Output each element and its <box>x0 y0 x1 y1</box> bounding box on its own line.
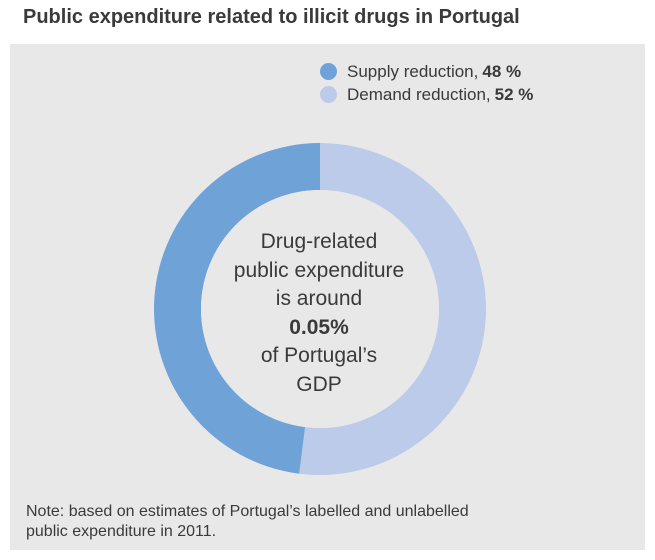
note-line-1: Note: based on estimates of Portugal’s l… <box>26 503 469 520</box>
center-line-1: Drug-related <box>260 230 378 253</box>
chart-title: Public expenditure related to illicit dr… <box>23 6 520 28</box>
center-line-3: is around <box>275 287 363 310</box>
center-line-2: public expenditure <box>233 258 405 282</box>
donut-slice-supply <box>153 143 320 474</box>
donut-center-text: Drug-related public expenditure is aroun… <box>200 228 438 399</box>
chart-legend: Supply reduction, 48 % Demand reduction,… <box>320 60 533 106</box>
chart-note: Note: based on estimates of Portugal’s l… <box>26 502 626 542</box>
donut-slice-demand <box>299 143 486 475</box>
legend-value-demand: 52 % <box>494 84 534 104</box>
legend-label-demand: Demand reduction <box>347 84 486 104</box>
note-line-2: public expenditure in 2011. <box>26 523 217 540</box>
legend-swatch-supply <box>320 63 337 80</box>
donut-hole <box>201 190 439 428</box>
legend-swatch-demand <box>320 86 337 103</box>
legend-label-supply: Supply reduction <box>347 61 474 81</box>
legend-item-supply: Supply reduction, 48 % <box>320 60 533 83</box>
center-line-6: GDP <box>296 372 342 396</box>
center-highlight-value: 0.05% <box>289 315 349 339</box>
legend-value-supply: 48 % <box>482 61 522 81</box>
center-line-5: of Portugal’s <box>260 344 378 367</box>
legend-item-demand: Demand reduction, 52 % <box>320 83 533 106</box>
